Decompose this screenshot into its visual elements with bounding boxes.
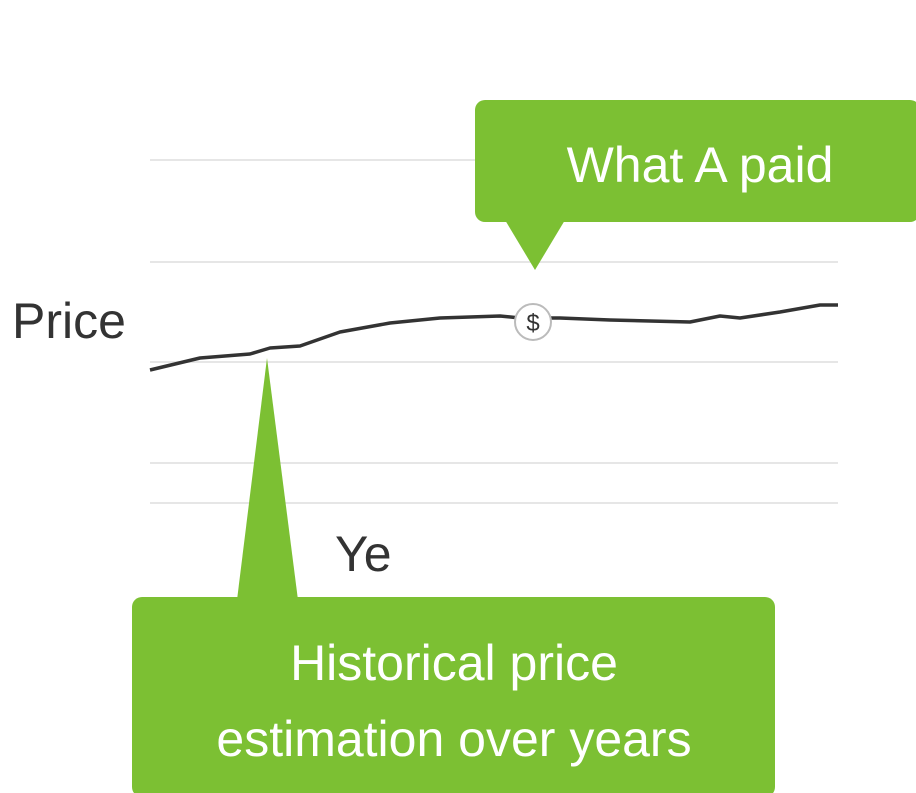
callout-top: What A paid	[475, 100, 916, 270]
callout-text: What A paid	[567, 137, 834, 193]
x-axis-label: Ye	[335, 526, 392, 582]
callout-pointer	[237, 358, 298, 600]
callout-box	[475, 100, 916, 222]
callout-pointer	[505, 220, 565, 270]
callout-box	[132, 597, 775, 793]
y-axis-label: Price	[12, 293, 126, 349]
marker-circle	[514, 303, 552, 341]
callout-text: Historical price	[290, 635, 618, 691]
paid-marker: $	[514, 303, 552, 341]
callout-bottom: Historical price estimation over years	[132, 358, 775, 793]
price-line	[149, 303, 838, 372]
callout-text: estimation over years	[216, 711, 691, 767]
marker-icon: $	[526, 310, 539, 337]
